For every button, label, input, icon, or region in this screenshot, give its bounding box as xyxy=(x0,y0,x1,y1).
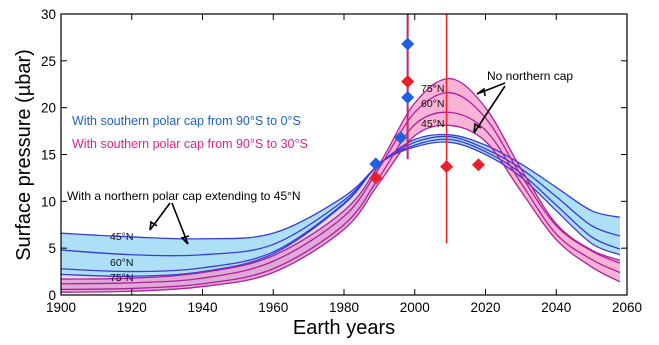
y-tick-label: 5 xyxy=(48,241,56,256)
y-tick-label: 10 xyxy=(41,194,56,209)
arrowhead-no-cap-lower xyxy=(473,122,482,134)
observation-red-6 xyxy=(440,160,454,174)
arrowhead-northern-cap-left xyxy=(149,220,158,231)
x-tick-label: 1960 xyxy=(258,300,288,315)
legend-entry-blue: With southern polar cap from 90°S to 0°S xyxy=(72,114,301,128)
label-pink-75N: 75°N xyxy=(421,83,444,95)
x-tick-label: 2020 xyxy=(470,300,500,315)
x-tick-label: 1940 xyxy=(187,300,217,315)
axis-ticks: 1900 1920 1940 1960 1980 2000 2020 2040 2060 0 5 10… xyxy=(41,7,642,315)
annotation-no-northern-cap: No northern cap xyxy=(487,69,573,83)
annotation-arrows xyxy=(149,82,506,245)
observation-blue-0 xyxy=(369,157,383,171)
x-tick-label: 2040 xyxy=(541,300,571,315)
y-axis-title: Surface pressure (µbar) xyxy=(13,49,35,261)
x-tick-label: 1980 xyxy=(329,300,359,315)
observations-layer xyxy=(369,37,485,185)
y-tick-label: 15 xyxy=(41,148,56,163)
observation-blue-3 xyxy=(401,37,415,51)
x-axis-title: Earth years xyxy=(293,317,395,339)
y-tick-label: 25 xyxy=(41,54,56,69)
arrow-no-cap-upper xyxy=(476,82,506,95)
pink-band xyxy=(61,78,620,293)
arrowhead-no-cap-upper xyxy=(476,87,486,97)
label-blue-45N: 45°N xyxy=(110,231,133,243)
y-tick-label: 20 xyxy=(41,101,56,116)
y-tick-label: 0 xyxy=(48,288,56,303)
label-pink-60N: 60°N xyxy=(421,98,444,110)
label-pink-45N: 45°N xyxy=(421,118,444,130)
observation-blue-1 xyxy=(394,131,408,145)
observation-blue-2 xyxy=(401,90,415,104)
label-blue-75N: 75°N xyxy=(110,272,133,284)
x-tick-label: 1920 xyxy=(117,300,147,315)
legend-entry-pink: With southern polar cap from 90°S to 30°… xyxy=(72,137,308,151)
arrow-no-cap-lower xyxy=(473,85,506,134)
x-tick-label: 2060 xyxy=(612,300,642,315)
x-tick-label: 1900 xyxy=(46,300,76,315)
model-line-pink-5 xyxy=(61,92,621,285)
model-line-pink-4 xyxy=(61,77,621,280)
arrow-northern-cap-right xyxy=(171,202,189,245)
observation-red-4 xyxy=(369,171,383,185)
arrow-northern-cap-left xyxy=(149,202,171,231)
x-tick-label: 2000 xyxy=(400,300,430,315)
arrowhead-northern-cap-right xyxy=(180,235,190,245)
model-line-blue-0 xyxy=(61,133,621,240)
observation-red-5 xyxy=(401,74,415,88)
y-tick-label: 30 xyxy=(41,7,56,22)
observation-red-7 xyxy=(471,158,485,172)
annotation-northern-cap: With a northern polar cap extending to 4… xyxy=(67,189,301,203)
label-blue-60N: 60°N xyxy=(110,257,133,269)
